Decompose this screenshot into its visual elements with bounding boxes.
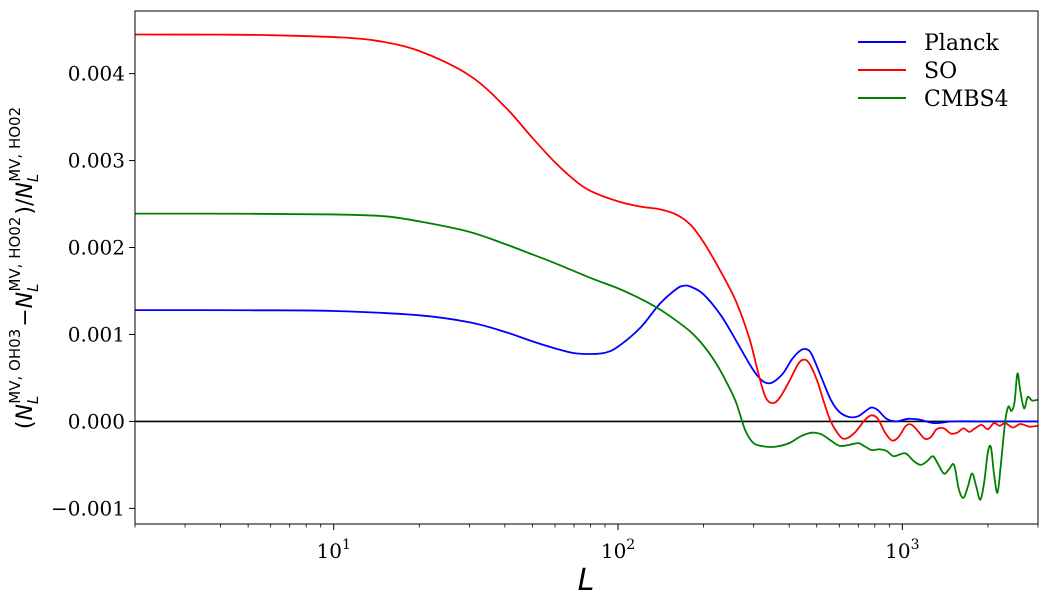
y-tick-label: 0.003: [68, 149, 125, 173]
ylabel-sym3: N: [13, 182, 38, 198]
ylabel-sub2: L: [24, 284, 42, 292]
x-tick-label: 101: [317, 537, 351, 563]
ylabel-sub1: L: [24, 396, 42, 404]
x-axis-label: L: [578, 563, 595, 596]
legend-entry-planck: Planck: [858, 31, 999, 56]
ylabel-sym1: N: [13, 404, 38, 420]
y-tick-label: −0.001: [51, 496, 125, 520]
ylabel-sup2: MV, HO02: [6, 217, 24, 292]
legend-label-planck: Planck: [924, 31, 999, 56]
y-tick-label: 0.002: [68, 236, 125, 260]
svg-text:(NLMV, OH03−NLMV, HO02)/NLMV,: (NLMV, OH03−NLMV, HO02)/NLMV, HO02: [6, 107, 42, 429]
ylabel-sub3: L: [24, 174, 42, 182]
legend: Planck SO CMBS4: [858, 31, 1009, 112]
axis-ticks: 101 102 103 −0.001 0.000 0.001 0.002 0.003 0.004: [51, 62, 1039, 563]
plot-frame: [134, 10, 1039, 525]
legend-entry-cmbs4: CMBS4: [858, 87, 1009, 112]
y-tick-label: 0.004: [68, 62, 125, 86]
ylabel-sym2: N: [13, 292, 38, 308]
series-line-so: [134, 33, 1039, 442]
series-line-planck: [134, 284, 1038, 425]
series-line-cmbs4: [134, 212, 1039, 501]
y-tick-label: 0.000: [68, 409, 125, 433]
ylabel-open: (: [13, 421, 38, 430]
legend-label-so: SO: [924, 59, 957, 84]
y-tick-label: 0.001: [68, 322, 125, 346]
y-axis-label: (NLMV, OH03−NLMV, HO02)/NLMV, HO02: [6, 107, 42, 429]
ylabel-sup1: MV, OH03: [6, 329, 24, 404]
ylabel-close: )/: [13, 198, 38, 215]
ylabel-sup3: MV, HO02: [6, 107, 24, 182]
x-tick-label: 102: [601, 537, 635, 563]
series-layer: [134, 33, 1039, 501]
legend-label-cmbs4: CMBS4: [924, 87, 1009, 112]
legend-entry-so: SO: [858, 59, 957, 84]
x-tick-label: 103: [885, 537, 919, 563]
ylabel-minus: −: [13, 308, 38, 326]
